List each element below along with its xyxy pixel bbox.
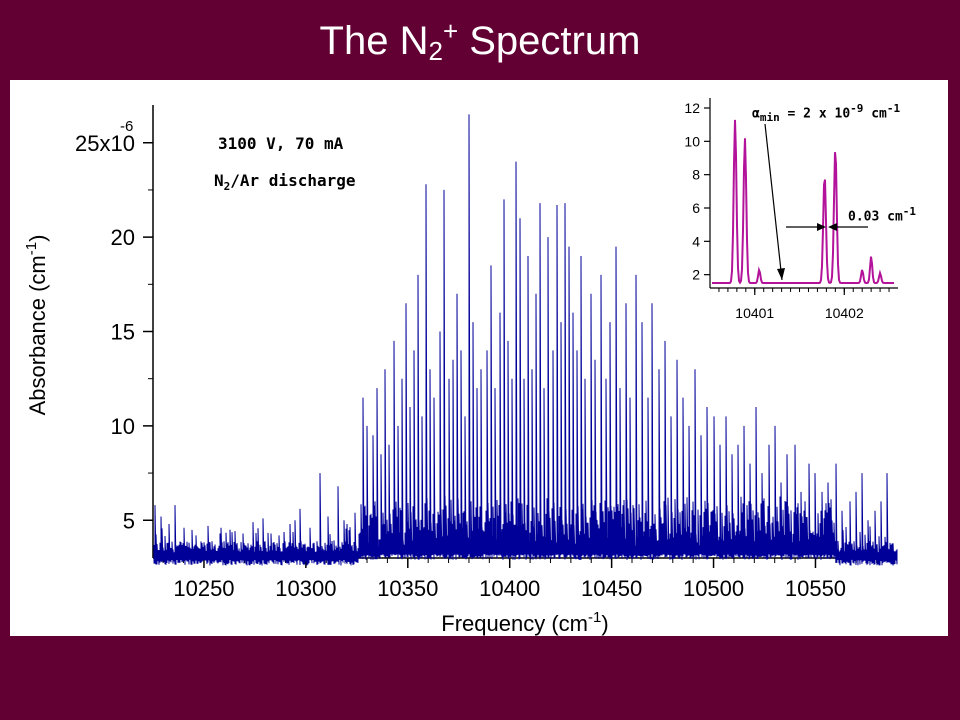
width-arrowhead-left [817,223,826,231]
y-axis-label-end: ) [25,235,50,242]
main-axis-labels: 5 10 15 20 25x10-6 10250 10300 10350 10400 10450 1… [23,118,846,636]
chart-panel: 5 10 15 20 25x10 -6 10250 10300 10350 10400 10450 1… [10,80,948,636]
alpha-subscript: min [759,110,780,124]
inset-chart: 2 4 6 8 10 12 10401 10402 [684,98,898,321]
alpha-arrow [764,123,783,281]
x-tick-label: 10350 [377,576,438,601]
alpha-arrowhead [777,268,785,280]
inset-trace [712,119,894,285]
gas-suffix: /Ar discharge [230,171,356,190]
y-tick-label: 15 [111,320,135,345]
alpha-symbol: α [752,106,760,122]
x-tick-label: 10250 [173,576,234,601]
inset-y-tick-label: 8 [692,167,700,183]
x-tick-label: 10400 [479,576,540,601]
title-superscript: + [442,16,459,46]
inset-y-tick-label: 2 [692,267,700,283]
width-text: 0.03 cm [848,209,903,225]
x-axis-label-main: Frequency (cm [441,611,588,636]
gas-subscript: 2 [223,180,231,194]
y-tick-label: 5 [123,508,135,533]
title-main: The N [319,19,429,63]
gas-label: N2/Ar discharge [214,171,356,193]
gas-prefix: N [214,171,224,190]
title-rest: Spectrum [458,19,641,63]
y-top-exponent: -6 [120,118,133,135]
x-axis-label: Frequency (cm-1) [441,609,608,636]
linewidth-label: 0.03 cm-1 [848,205,916,224]
inset-y-tick-label: 6 [692,200,700,216]
main-spectrum-chart: 5 10 15 20 25x10-6 10250 10300 10350 10400 10450 1… [23,105,898,636]
title-subscript: 2 [428,36,443,66]
alpha-unit: cm [863,106,887,122]
x-tick-label: 10300 [275,576,336,601]
inset-axes: 2 4 6 8 10 12 10401 10402 [684,98,898,321]
alpha-min-label: αmin = 2 x 10-9 cm-1 [752,102,900,124]
inset-y-tick-label: 10 [684,133,700,149]
x-tick-label: 10450 [581,576,642,601]
inset-y-tick-label: 12 [684,100,700,116]
x-tick-label: 10550 [785,576,846,601]
inset-y-tick-label: 4 [692,233,700,249]
spectrum-trace [153,114,898,566]
width-arrowhead-right [828,223,837,231]
alpha-unit-exponent: -1 [886,102,901,115]
conditions-label: 3100 V, 70 mA [218,134,344,153]
x-axis-label-end: ) [601,611,608,636]
y-tick-label: 25x10 [75,131,135,156]
y-tick-label: 10 [111,414,135,439]
y-axis-label-main: Absorbance (cm [25,255,50,415]
slide-title: The N2+ Spectrum [0,6,960,76]
alpha-exponent: -9 [850,102,864,115]
inset-x-tick-label: 10401 [735,305,774,321]
y-tick-label: 20 [111,225,135,250]
y-axis-label: Absorbance (cm-1) [23,235,50,416]
inset-x-tick-label: 10402 [825,305,864,321]
width-exponent: -1 [902,205,917,218]
x-axis-label-exponent: -1 [588,609,601,626]
y-axis-label-exponent: -1 [23,242,40,255]
x-tick-label: 10500 [683,576,744,601]
alpha-text: = 2 x 10 [779,106,851,122]
